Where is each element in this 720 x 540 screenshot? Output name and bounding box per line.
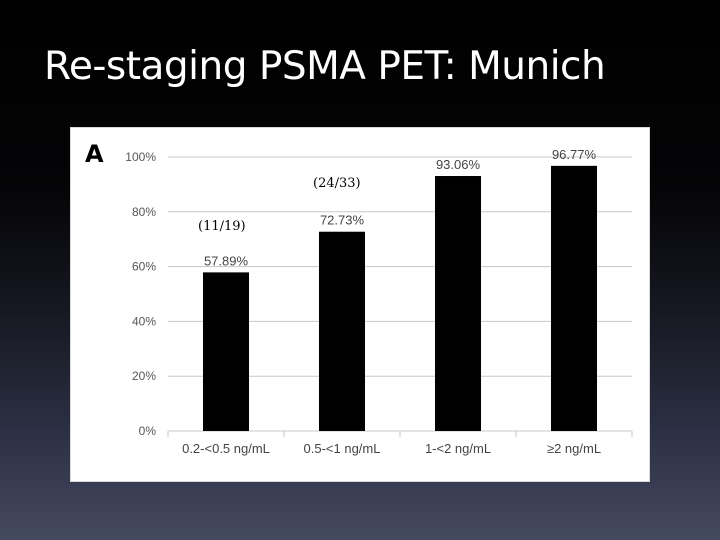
bar <box>551 165 597 431</box>
data-label: 57.89% <box>204 253 249 268</box>
x-tick-label: ≥2 ng/mL <box>547 441 601 456</box>
slide-title: Re-staging PSMA PET: Munich <box>44 44 606 89</box>
x-tick-label: 0.5-<1 ng/mL <box>304 441 381 456</box>
bar <box>319 231 365 431</box>
panel-label: A <box>85 140 104 168</box>
x-tick-label: 1-<2 ng/mL <box>425 441 491 456</box>
annotation-11-19: (11/19) <box>198 219 246 234</box>
data-label: 93.06% <box>436 157 481 172</box>
y-tick-label: 100% <box>125 150 156 164</box>
y-tick-label: 60% <box>132 260 156 274</box>
data-label: 72.73% <box>320 213 365 228</box>
annotation-24-33: (24/33) <box>313 176 361 191</box>
y-tick-label: 20% <box>132 369 156 383</box>
y-tick-label: 0% <box>139 424 157 438</box>
y-tick-label: 80% <box>132 205 156 219</box>
bar <box>203 272 249 431</box>
y-tick-label: 40% <box>132 314 156 328</box>
data-label: 96.77% <box>552 147 597 162</box>
bar <box>435 176 481 431</box>
x-tick-label: 0.2-<0.5 ng/mL <box>182 441 270 456</box>
